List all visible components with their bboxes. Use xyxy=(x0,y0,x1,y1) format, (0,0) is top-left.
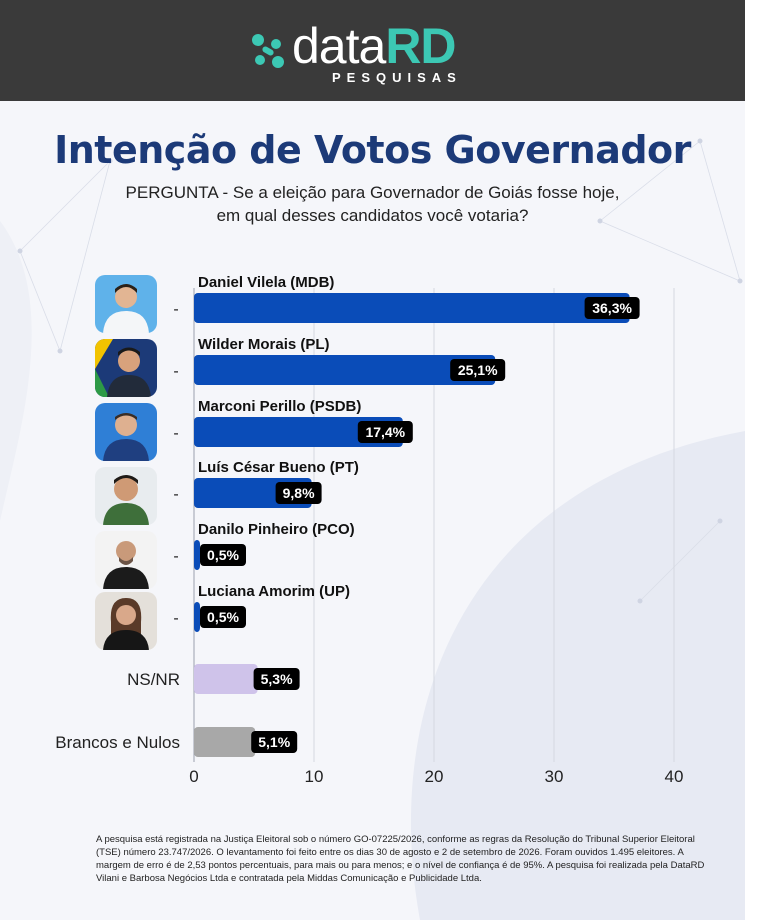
methodology-footnote: A pesquisa está registrada na Justiça El… xyxy=(96,834,705,884)
x-tick-label: 20 xyxy=(425,767,444,786)
value-label: 25,1% xyxy=(458,362,498,378)
candidate-name-label: Marconi Perillo (PSDB) xyxy=(198,398,361,415)
category-label: NS/NR xyxy=(127,670,180,689)
value-label: 5,1% xyxy=(258,734,290,750)
survey-question: PERGUNTA - Se a eleição para Governador … xyxy=(0,181,745,227)
header-bar: dataRD PESQUISAS xyxy=(0,0,745,101)
value-label-box xyxy=(253,668,300,690)
logo-rd-text: RD xyxy=(385,18,456,74)
logo-subtitle: PESQUISAS xyxy=(332,70,462,85)
infographic-frame: dataRD PESQUISAS Intenção de Votos Gover… xyxy=(0,0,745,920)
x-axis-ticks: 0 10 20 30 40 xyxy=(189,767,683,786)
avatar-marconi-perillo xyxy=(95,403,157,461)
datard-logo: dataRD PESQUISAS xyxy=(248,18,508,88)
chart-title: Intenção de Votos Governador xyxy=(54,128,691,172)
row-dash: - xyxy=(173,363,178,380)
value-label-box xyxy=(584,297,640,319)
value-label: 9,8% xyxy=(283,485,315,501)
category-label: Brancos e Nulos xyxy=(55,733,180,752)
bar xyxy=(194,602,200,632)
row-dash: - xyxy=(173,610,178,627)
value-label: 0,5% xyxy=(207,609,239,625)
value-label-box xyxy=(251,731,298,753)
value-label-box xyxy=(200,544,246,566)
background-network-decoration xyxy=(0,138,745,920)
row-dash: - xyxy=(173,548,178,565)
row-dash: - xyxy=(173,301,178,318)
avatar-danilo-pinheiro xyxy=(95,531,157,589)
logo-wordmark: dataRD xyxy=(292,18,457,74)
question-line-2: em qual desses candidatos você votaria? xyxy=(216,206,529,225)
bar xyxy=(194,355,496,385)
value-label-box xyxy=(200,606,246,628)
labels: 36,3% Daniel Vilela (MDB) - 25,1% Wilder Mor… xyxy=(55,274,640,753)
value-label-box xyxy=(275,482,322,504)
bars xyxy=(194,293,630,757)
row-dash: - xyxy=(173,486,178,503)
bar xyxy=(194,727,256,757)
question-line-1: PERGUNTA - Se a eleição para Governador … xyxy=(125,183,620,202)
avatar-daniel-vilela xyxy=(95,275,157,333)
x-tick-label: 0 xyxy=(189,767,198,786)
logo-data-text: data xyxy=(292,18,386,74)
bar-chart: 36,3% Daniel Vilela (MDB) - 25,1% Wilder Mor… xyxy=(55,274,683,786)
x-tick-label: 30 xyxy=(545,767,564,786)
candidate-name-label: Danilo Pinheiro (PCO) xyxy=(198,521,355,538)
value-label: 36,3% xyxy=(592,300,632,316)
value-label: 0,5% xyxy=(207,547,239,563)
candidate-name-label: Luís César Bueno (PT) xyxy=(198,459,359,476)
bar xyxy=(194,293,630,323)
logo-molecule-icon xyxy=(252,34,284,68)
candidate-name-label: Wilder Morais (PL) xyxy=(198,336,330,353)
candidate-name-label: Luciana Amorim (UP) xyxy=(198,583,350,600)
value-label-box xyxy=(450,359,506,381)
x-tick-label: 10 xyxy=(305,767,324,786)
right-margin xyxy=(745,0,769,920)
bar xyxy=(194,664,258,694)
avatar-luis-cesar-bueno xyxy=(95,467,157,525)
bar xyxy=(194,540,200,570)
value-label: 5,3% xyxy=(261,671,293,687)
row-dash: - xyxy=(173,425,178,442)
x-tick-label: 40 xyxy=(665,767,684,786)
value-label: 17,4% xyxy=(365,424,405,440)
avatar-wilder-morais xyxy=(95,339,157,397)
avatar-luciana-amorim xyxy=(95,592,157,650)
bar xyxy=(194,417,403,447)
candidate-name-label: Daniel Vilela (MDB) xyxy=(198,274,334,291)
value-label-box xyxy=(357,421,413,443)
